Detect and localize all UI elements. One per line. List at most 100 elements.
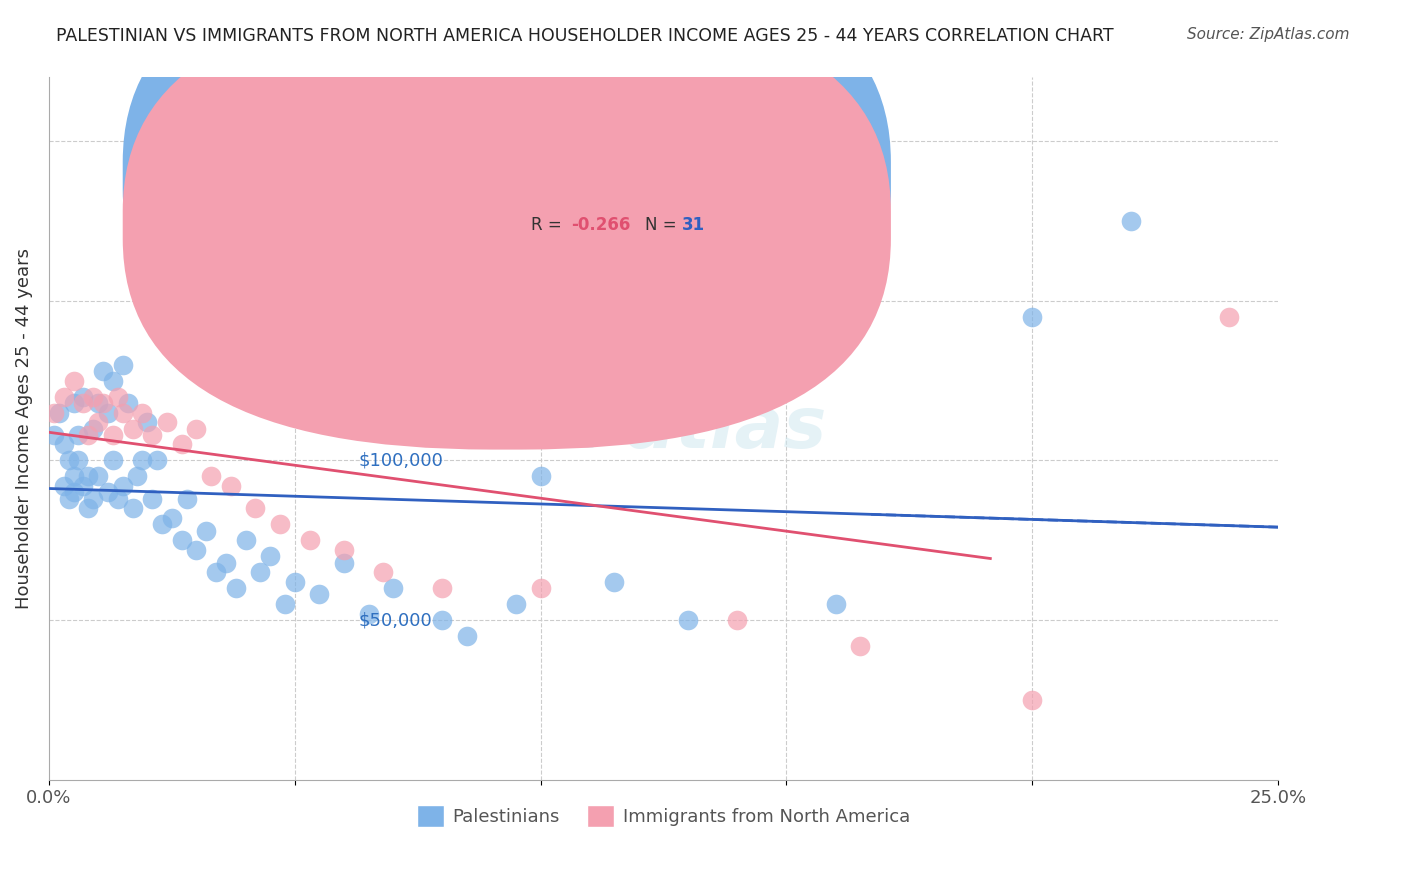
Point [101,374,124,388]
Point [160,511,183,525]
Point [333,542,356,557]
Point [77,501,100,516]
Text: R =: R = [531,167,567,185]
Point [72,396,94,410]
Point [1021,693,1043,707]
Y-axis label: Householder Income Ages 25 - 44 years: Householder Income Ages 25 - 44 years [15,248,32,609]
Point [72,479,94,493]
Point [530,469,553,483]
Text: -0.266: -0.266 [571,216,631,234]
Point [62,469,84,483]
Point [200,469,222,483]
Point [52,390,75,404]
Point [52,437,75,451]
Point [127,469,149,483]
Point [357,607,380,621]
Point [42,428,65,442]
Point [141,428,163,442]
Point [101,428,124,442]
Text: $100,000: $100,000 [359,451,443,469]
Point [456,629,478,643]
Text: $150,000: $150,000 [359,292,444,310]
Point [219,479,242,493]
Point [87,396,110,410]
Point [42,406,65,420]
Point [308,587,330,601]
Point [505,597,527,611]
Text: -0.270: -0.270 [571,167,631,185]
Point [259,549,281,564]
Point [225,581,247,595]
Point [141,491,163,506]
Point [849,639,872,653]
Point [170,533,193,548]
Point [215,556,238,570]
Point [195,524,218,538]
Point [245,501,267,516]
FancyBboxPatch shape [122,0,891,450]
Point [87,469,110,483]
Point [269,517,291,532]
Point [58,453,80,467]
Point [176,491,198,506]
Text: ZIPatlas: ZIPatlas [501,394,827,463]
Text: R =: R = [531,216,567,234]
Point [97,485,120,500]
Point [156,415,179,429]
Point [87,415,110,429]
Point [121,501,143,516]
Legend: Palestinians, Immigrants from North America: Palestinians, Immigrants from North Amer… [409,797,918,834]
Text: $50,000: $50,000 [359,611,433,629]
Point [107,390,129,404]
Point [52,479,75,493]
Point [1021,310,1043,324]
Text: 31: 31 [682,216,704,234]
Point [150,517,173,532]
Point [67,453,90,467]
Point [170,437,193,451]
Point [235,533,257,548]
Point [111,358,134,372]
Point [62,485,84,500]
Point [603,574,626,589]
Point [131,406,153,420]
Text: Source: ZipAtlas.com: Source: ZipAtlas.com [1187,27,1350,42]
Point [62,396,84,410]
FancyBboxPatch shape [122,0,891,401]
Point [58,491,80,506]
Point [77,428,100,442]
Point [97,406,120,420]
Point [1119,214,1142,228]
Point [82,421,104,435]
Point [284,574,307,589]
Point [121,421,143,435]
Point [91,364,114,378]
Point [298,533,321,548]
Point [205,565,228,579]
Point [136,415,159,429]
Point [603,277,626,292]
Text: PALESTINIAN VS IMMIGRANTS FROM NORTH AMERICA HOUSEHOLDER INCOME AGES 25 - 44 YEA: PALESTINIAN VS IMMIGRANTS FROM NORTH AME… [56,27,1114,45]
Point [186,421,208,435]
Text: 61: 61 [682,167,704,185]
FancyBboxPatch shape [467,148,860,260]
Point [530,581,553,595]
Point [186,542,208,557]
Point [432,581,454,595]
Point [274,597,297,611]
Point [91,396,114,410]
Point [82,491,104,506]
Point [82,390,104,404]
Text: N =: N = [645,216,682,234]
Text: $200,000: $200,000 [359,132,444,150]
Point [107,491,129,506]
Point [67,428,90,442]
Point [111,479,134,493]
Point [333,556,356,570]
Point [62,374,84,388]
Point [1218,310,1240,324]
Point [146,453,169,467]
Point [117,396,139,410]
Point [676,613,699,627]
Point [101,453,124,467]
